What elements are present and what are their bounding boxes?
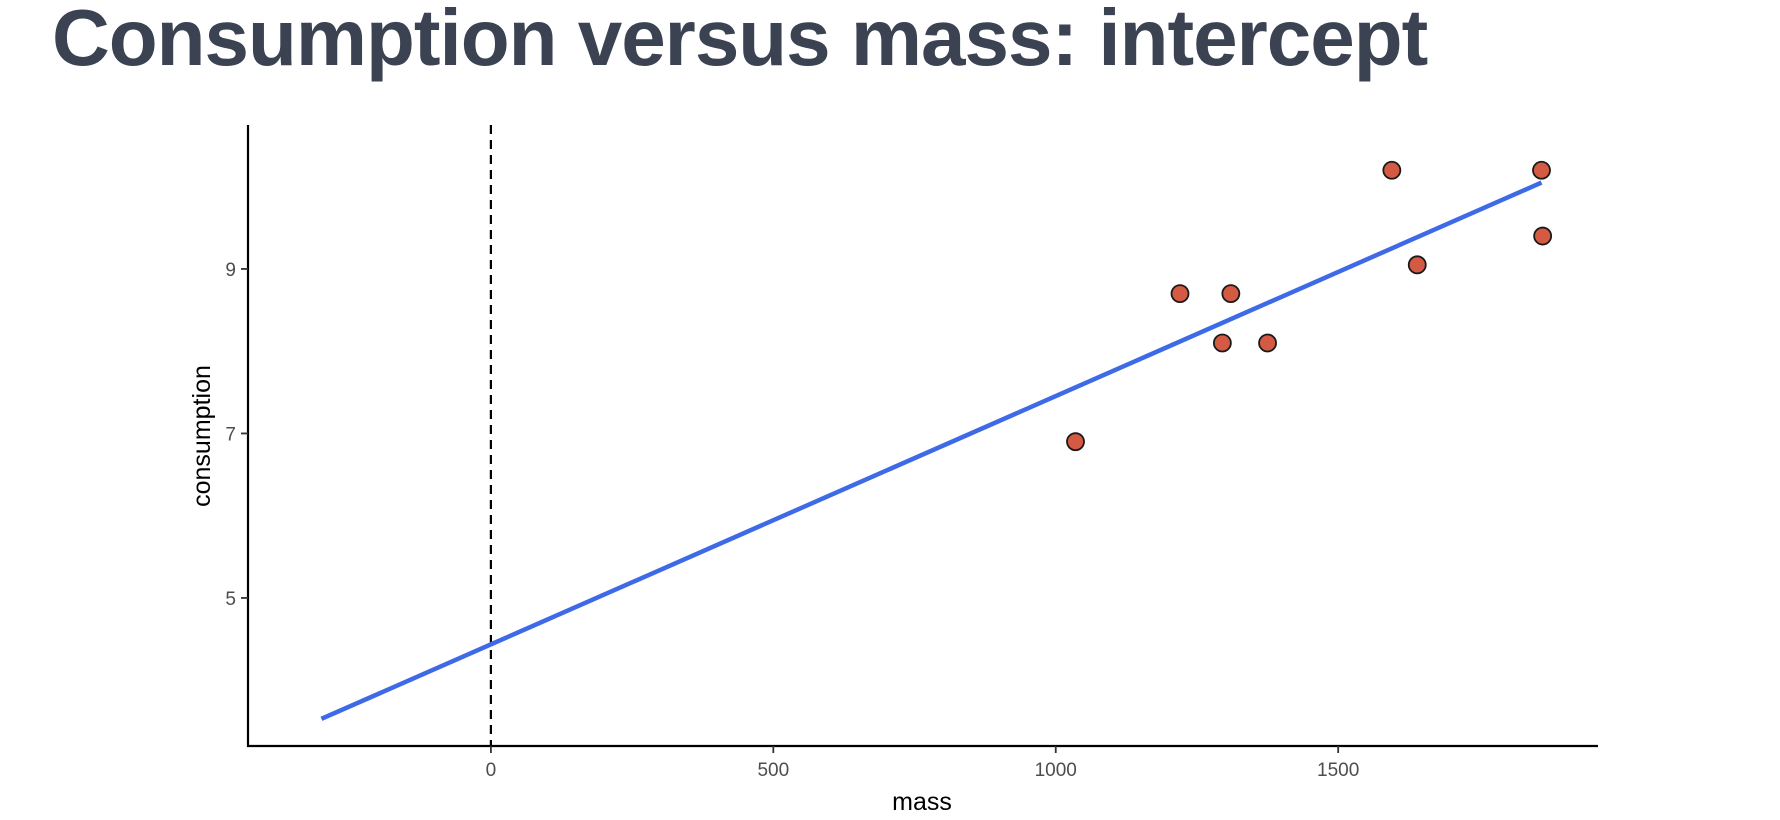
page-title: Consumption versus mass: intercept — [52, 0, 1428, 82]
data-point-1 — [1066, 432, 1085, 452]
data-point-6 — [1382, 160, 1402, 180]
fit-line — [320, 180, 1543, 721]
x-tick-label: 1000 — [1035, 760, 1077, 781]
x-tick-label: 500 — [757, 760, 789, 781]
y-tick-label: 7 — [225, 424, 236, 445]
data-point-8 — [1532, 160, 1551, 180]
y-axis-title: consumption — [188, 365, 216, 507]
data-point-9 — [1533, 226, 1553, 246]
data-point-2 — [1170, 284, 1190, 304]
data-point-5 — [1258, 333, 1277, 353]
data-point-3 — [1212, 333, 1232, 353]
data-point-4 — [1221, 284, 1241, 304]
y-tick-label: 9 — [225, 260, 236, 281]
x-tick-label: 0 — [486, 760, 497, 781]
x-axis-title: mass — [892, 788, 952, 816]
data-point-7 — [1407, 255, 1427, 275]
x-tick-label: 1500 — [1317, 760, 1359, 781]
y-tick-label: 5 — [225, 589, 236, 610]
